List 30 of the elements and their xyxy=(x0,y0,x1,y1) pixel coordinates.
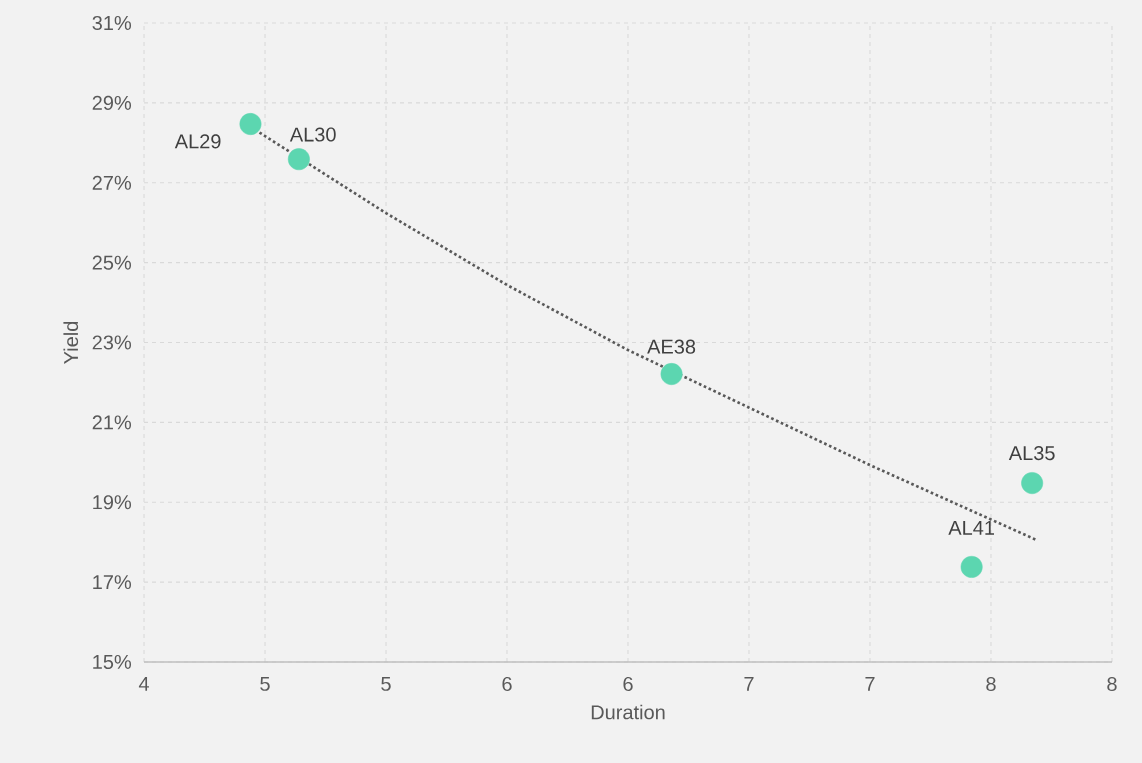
y-tick-label: 29% xyxy=(92,95,132,110)
annotation: AL29 xyxy=(174,134,221,149)
x-tick-label: 8 xyxy=(1107,676,1117,692)
y-tick-label: 31% xyxy=(92,15,132,31)
y-tick-label: 25% xyxy=(92,255,132,270)
x-tick-label: 6 xyxy=(502,676,512,692)
point xyxy=(960,556,983,578)
y-tick-label: 19% xyxy=(93,495,132,510)
x-axis-title: Duration xyxy=(591,704,665,720)
y-tick-label: 21% xyxy=(92,415,132,430)
annotation: AL35 xyxy=(1008,445,1055,461)
point xyxy=(287,148,310,171)
x-tick-label: 5 xyxy=(260,676,270,691)
annotation: AL30 xyxy=(289,127,336,142)
x-tick-label: 8 xyxy=(986,676,996,692)
x-tick-label: 4 xyxy=(138,676,149,691)
x-tick-label: 6 xyxy=(623,676,633,692)
x-tick-label: 7 xyxy=(865,676,875,691)
y-tick-label: 17% xyxy=(93,575,132,590)
y-axis-title: Yield xyxy=(63,321,79,364)
y-tick-label: 27% xyxy=(92,175,132,190)
annotation: AL41 xyxy=(948,520,994,535)
x-tick-label: 7 xyxy=(744,676,754,691)
y-tick-label: 23% xyxy=(92,335,132,350)
point xyxy=(239,113,262,135)
annotation: AE38 xyxy=(647,339,696,354)
point xyxy=(1021,472,1044,495)
x-tick-label: 5 xyxy=(381,676,391,691)
point xyxy=(660,363,683,385)
y-tick-label: 15% xyxy=(93,654,132,670)
